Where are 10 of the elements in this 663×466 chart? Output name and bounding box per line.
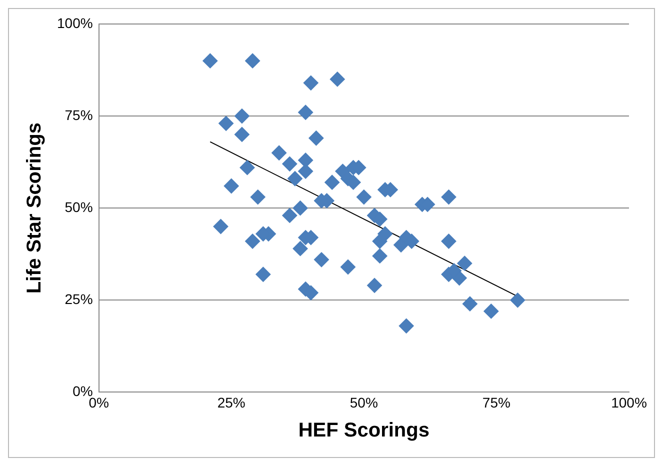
- x-axis-title: HEF Scorings: [298, 420, 430, 442]
- y-tick-label: 100%: [56, 14, 93, 31]
- x-tick-label: 75%: [482, 394, 510, 410]
- x-tick-label: 100%: [611, 394, 647, 410]
- x-tick-label: 50%: [350, 394, 378, 410]
- y-axis-title: Life Star Scorings: [24, 122, 46, 294]
- y-tick-label: 75%: [64, 106, 93, 123]
- y-tick-label: 50%: [64, 198, 93, 215]
- y-tick-label: 25%: [64, 291, 93, 308]
- x-tick-label: 25%: [217, 394, 246, 410]
